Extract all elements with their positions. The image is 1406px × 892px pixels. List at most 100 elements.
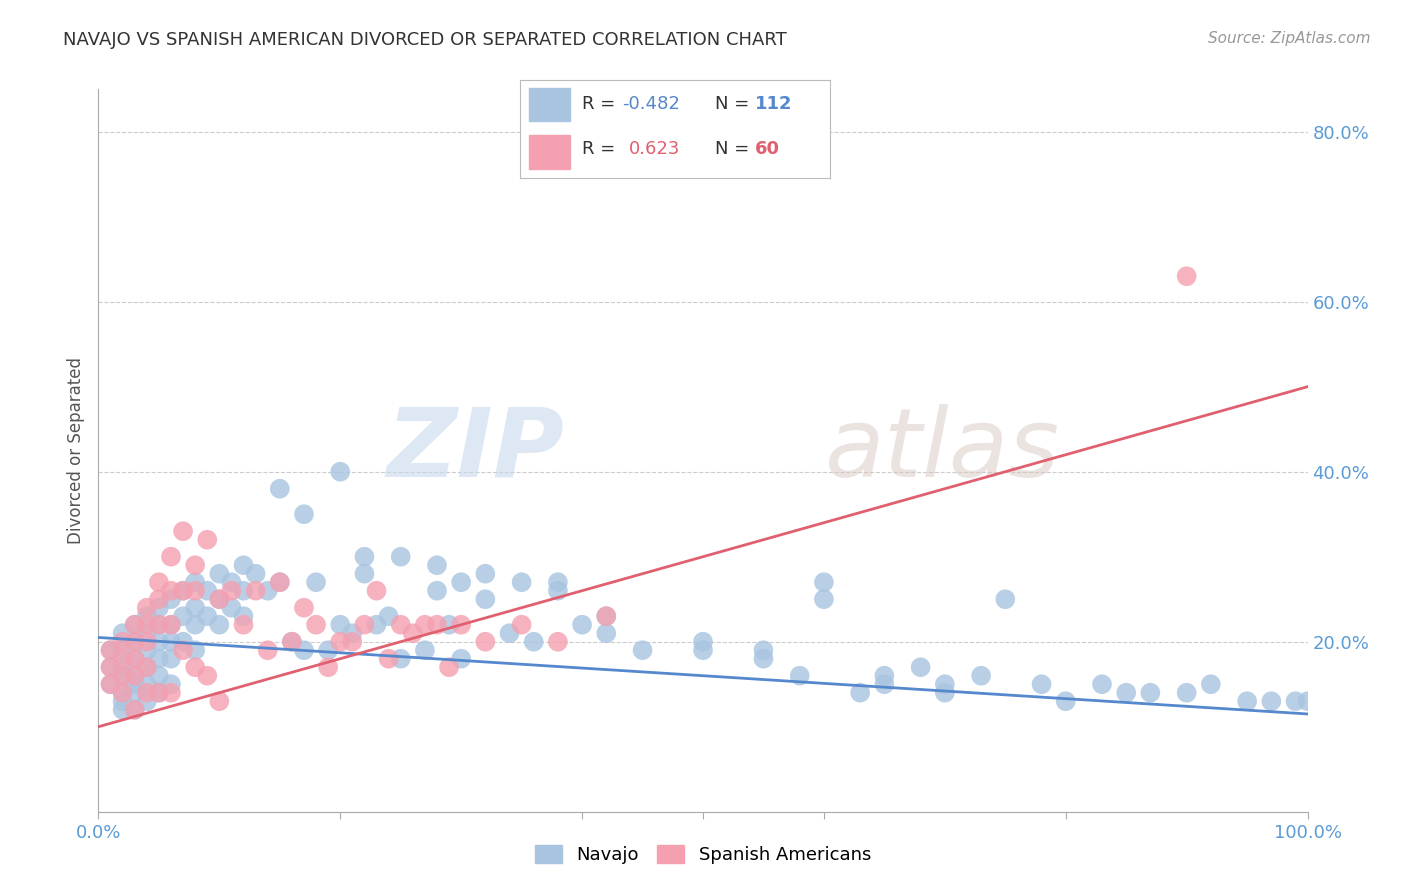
Point	[450, 617, 472, 632]
Point	[172, 609, 194, 624]
Point	[873, 669, 896, 683]
Point	[135, 617, 157, 632]
Point	[813, 592, 835, 607]
Point	[292, 600, 315, 615]
Point	[148, 617, 170, 632]
Point	[111, 643, 134, 657]
Point	[195, 669, 218, 683]
Point	[135, 609, 157, 624]
Point	[184, 660, 207, 674]
Text: 112: 112	[755, 95, 793, 112]
Point	[342, 626, 364, 640]
Point	[316, 643, 339, 657]
Point	[195, 609, 218, 624]
Text: ZIP: ZIP	[387, 404, 564, 497]
Text: R =: R =	[582, 140, 621, 158]
Text: Source: ZipAtlas.com: Source: ZipAtlas.com	[1208, 31, 1371, 46]
Point	[437, 660, 460, 674]
Point	[595, 609, 617, 624]
Y-axis label: Divorced or Separated: Divorced or Separated	[66, 357, 84, 544]
Point	[934, 677, 956, 691]
Point	[1260, 694, 1282, 708]
Point	[1115, 686, 1137, 700]
Point	[124, 634, 146, 648]
Point	[135, 626, 157, 640]
Point	[111, 703, 134, 717]
Point	[1031, 677, 1053, 691]
Point	[172, 583, 194, 598]
Point	[474, 592, 496, 607]
Point	[510, 617, 533, 632]
Point	[208, 592, 231, 607]
Point	[111, 686, 134, 700]
Point	[184, 643, 207, 657]
Point	[184, 583, 207, 598]
Point	[256, 643, 278, 657]
Point	[124, 651, 146, 665]
Point	[100, 677, 122, 691]
Point	[208, 694, 231, 708]
Point	[100, 643, 122, 657]
Point	[292, 507, 315, 521]
Point	[450, 575, 472, 590]
Point	[789, 669, 811, 683]
Point	[595, 609, 617, 624]
Point	[389, 549, 412, 564]
Bar	[530, 88, 569, 121]
Point	[124, 686, 146, 700]
Point	[450, 651, 472, 665]
Point	[523, 634, 546, 648]
Point	[232, 617, 254, 632]
Point	[1284, 694, 1306, 708]
Point	[474, 634, 496, 648]
Point	[160, 617, 183, 632]
Point	[100, 677, 122, 691]
Point	[245, 566, 267, 581]
Point	[232, 609, 254, 624]
Point	[111, 651, 134, 665]
Text: -0.482: -0.482	[623, 95, 681, 112]
Point	[245, 583, 267, 598]
Point	[124, 651, 146, 665]
Point	[135, 600, 157, 615]
Point	[172, 583, 194, 598]
Point	[135, 686, 157, 700]
Point	[281, 634, 304, 648]
Point	[426, 583, 449, 598]
Point	[148, 651, 170, 665]
Text: NAVAJO VS SPANISH AMERICAN DIVORCED OR SEPARATED CORRELATION CHART: NAVAJO VS SPANISH AMERICAN DIVORCED OR S…	[63, 31, 787, 49]
Point	[366, 617, 388, 632]
Point	[195, 583, 218, 598]
Point	[160, 677, 183, 691]
Point	[124, 634, 146, 648]
Point	[111, 660, 134, 674]
Point	[342, 634, 364, 648]
Point	[849, 686, 872, 700]
Point	[148, 686, 170, 700]
Point	[547, 634, 569, 648]
Point	[547, 575, 569, 590]
Point	[124, 617, 146, 632]
Point	[148, 634, 170, 648]
Point	[100, 643, 122, 657]
Point	[305, 617, 328, 632]
Point	[195, 533, 218, 547]
Point	[184, 600, 207, 615]
Point	[316, 660, 339, 674]
Point	[111, 669, 134, 683]
Point	[329, 617, 352, 632]
Point	[692, 634, 714, 648]
Point	[510, 575, 533, 590]
Text: 0.623: 0.623	[628, 140, 681, 158]
Point	[111, 634, 134, 648]
Point	[631, 643, 654, 657]
Point	[148, 575, 170, 590]
Point	[111, 669, 134, 683]
Point	[221, 575, 243, 590]
Point	[1175, 686, 1198, 700]
Point	[184, 558, 207, 573]
Point	[135, 660, 157, 674]
Point	[160, 592, 183, 607]
Point	[389, 617, 412, 632]
Point	[124, 703, 146, 717]
